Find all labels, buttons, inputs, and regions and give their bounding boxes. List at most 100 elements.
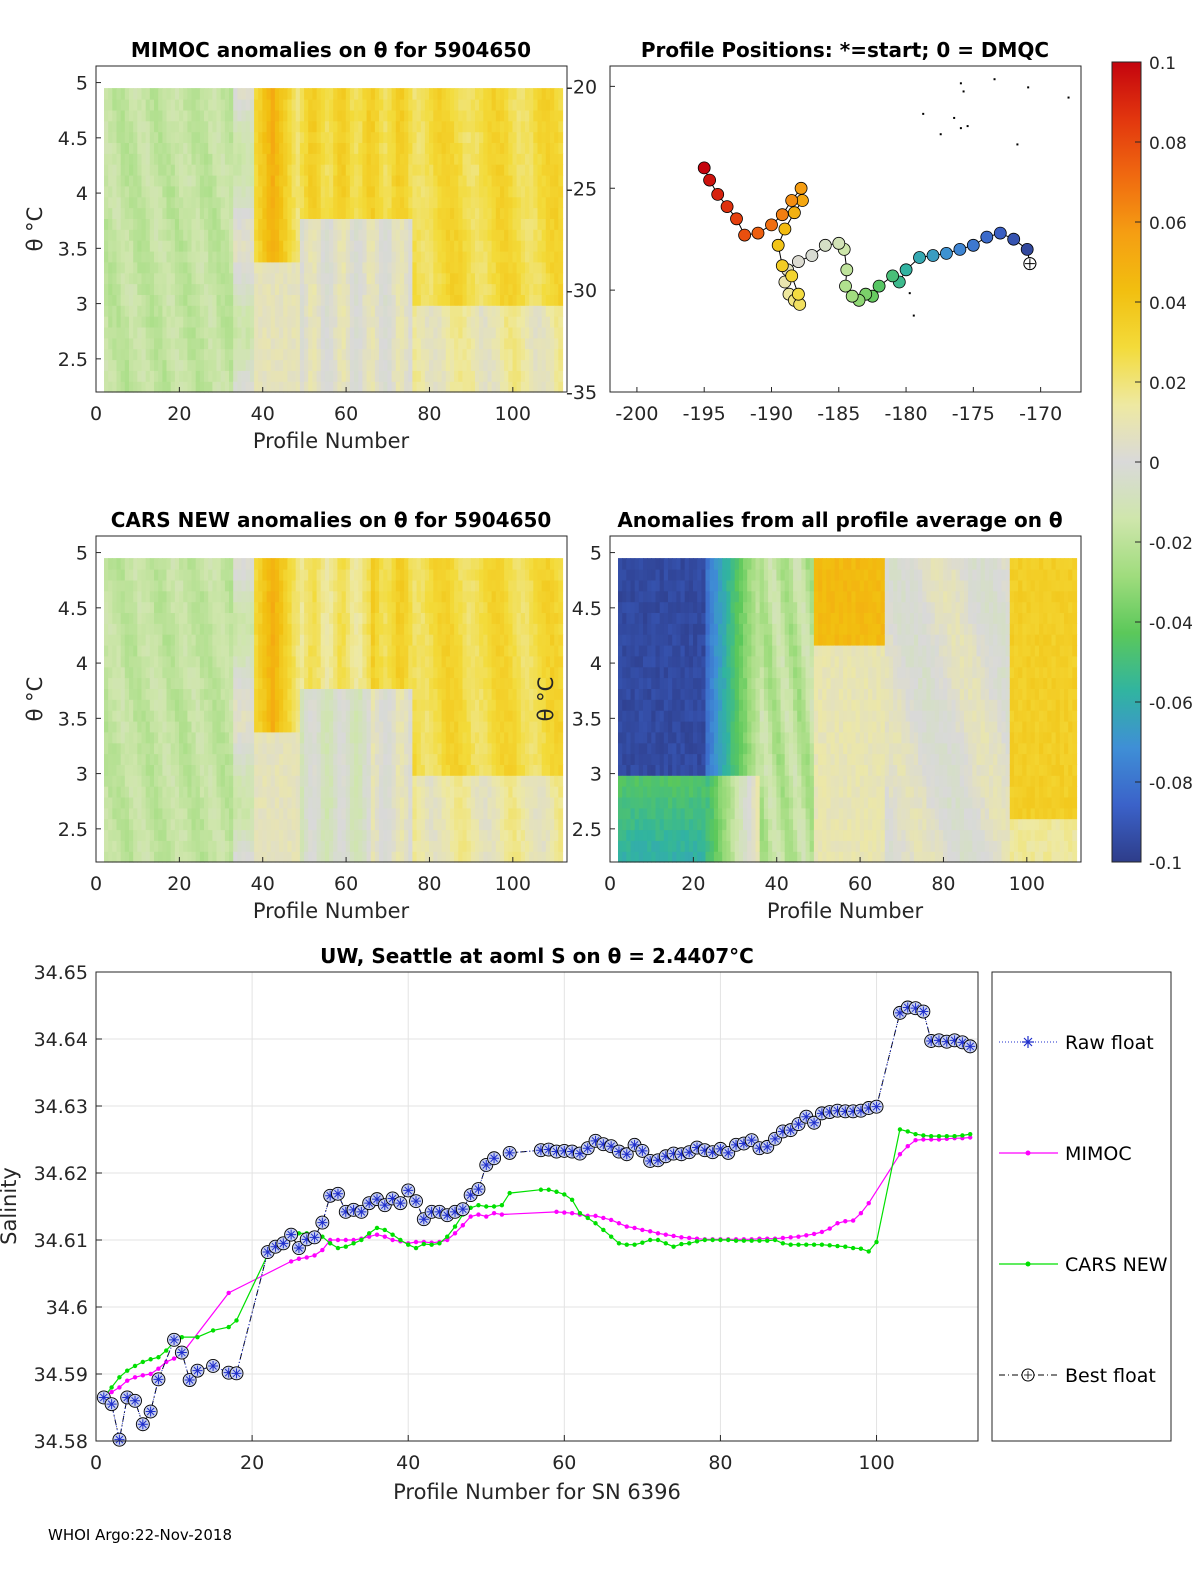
heatmap-cell [433,240,439,252]
heatmap-cell [191,623,197,635]
heatmap-cell [366,829,372,841]
heatmap-cell [158,207,163,219]
heatmap-cell [420,283,426,295]
heatmap-cell [112,786,118,798]
heatmap-cell [304,207,309,219]
heatmap-cell [216,764,222,776]
heatmap-cell [129,272,134,285]
heatmap-cell [516,316,522,328]
heatmap-cell [120,612,126,624]
heatmap-cell [133,590,138,603]
heatmap-cell [162,316,168,328]
heatmap-cell [416,131,422,143]
heatmap-cell [204,840,209,852]
heatmap-cell [154,590,159,603]
heatmap-cell [220,644,226,657]
heatmap-cell [145,185,151,198]
heatmap-cell [295,229,301,241]
heatmap-cell [520,316,526,328]
heatmap-cell [291,316,297,328]
heatmap-cell [199,840,205,852]
heatmap-cell [387,348,393,361]
heatmap-cell [287,164,293,176]
heatmap-cell [204,764,209,776]
heatmap-cell [333,644,338,657]
heatmap-cell [191,283,197,295]
heatmap-cell [283,829,288,841]
heatmap-cell [370,88,376,100]
heatmap-cell [258,99,263,111]
heatmap-cell [145,731,151,744]
heatmap-cell [333,731,338,744]
heatmap-cell [162,775,168,787]
heatmap-cell [416,99,422,111]
heatmap-cell [466,185,472,198]
heatmap-cell [383,261,389,274]
heatmap-cell [324,775,330,787]
heatmap-cell [533,250,539,263]
heatmap-cell [299,731,305,744]
heatmap-cell [166,381,172,393]
heatmap-cell [216,348,222,361]
heatmap-cell [199,359,205,371]
heatmap-cell [404,359,409,371]
heatmap-cell [187,829,193,841]
heatmap-cell [208,337,213,350]
heatmap-cell [354,153,359,165]
heatmap-cell [229,153,234,165]
heatmap-cell [137,818,143,831]
heatmap-cell [108,164,113,176]
heatmap-cell [104,710,109,722]
heatmap-cell [337,634,343,646]
heatmap-cell [500,99,505,111]
heatmap-cell [233,818,238,831]
heatmap-cell [395,316,401,328]
heatmap-cell [195,153,201,165]
heatmap-cell [466,381,472,393]
heatmap-cell [179,786,184,798]
heatmap-cell [229,164,234,176]
heatmap-cell [158,164,163,176]
heatmap-cell [329,742,334,755]
heatmap-cell [183,218,188,230]
heatmap-cell [274,283,280,295]
heatmap-cell [237,764,243,776]
heatmap-cell [341,786,347,798]
heatmap-cell [220,99,226,111]
heatmap-cell [545,348,551,361]
heatmap-cell [183,381,188,393]
heatmap-cell [529,348,534,361]
heatmap-cell [274,250,280,263]
heatmap-cell [187,688,193,700]
heatmap-cell [112,250,118,263]
heatmap-cell [129,326,134,339]
heatmap-cell [170,348,176,361]
heatmap-cell [158,174,163,187]
heatmap-cell [212,272,218,285]
heatmap-cell [120,569,126,581]
heatmap-cell [233,579,238,592]
heatmap-cell [170,370,176,382]
heatmap-cell [254,742,259,755]
heatmap-cell [466,109,472,122]
heatmap-cell [266,283,272,295]
heatmap-cell [349,807,355,820]
heatmap-cell [383,305,389,317]
heatmap-cell [433,109,439,122]
heatmap-cell [308,569,313,581]
heatmap-cell [558,381,564,393]
heatmap-cell [324,623,330,635]
heatmap-cell [458,359,464,371]
heatmap-cell [316,710,322,722]
heatmap-cell [233,294,238,306]
heatmap-cell [358,644,364,657]
heatmap-cell [424,142,430,154]
heatmap-cell [358,240,364,252]
heatmap-cell [174,786,180,798]
heatmap-cell [349,786,355,798]
heatmap-cell [433,229,439,241]
heatmap-cell [412,283,418,295]
heatmap-cell [104,164,109,176]
heatmap-cell [224,316,230,328]
heatmap-cell [341,88,347,100]
